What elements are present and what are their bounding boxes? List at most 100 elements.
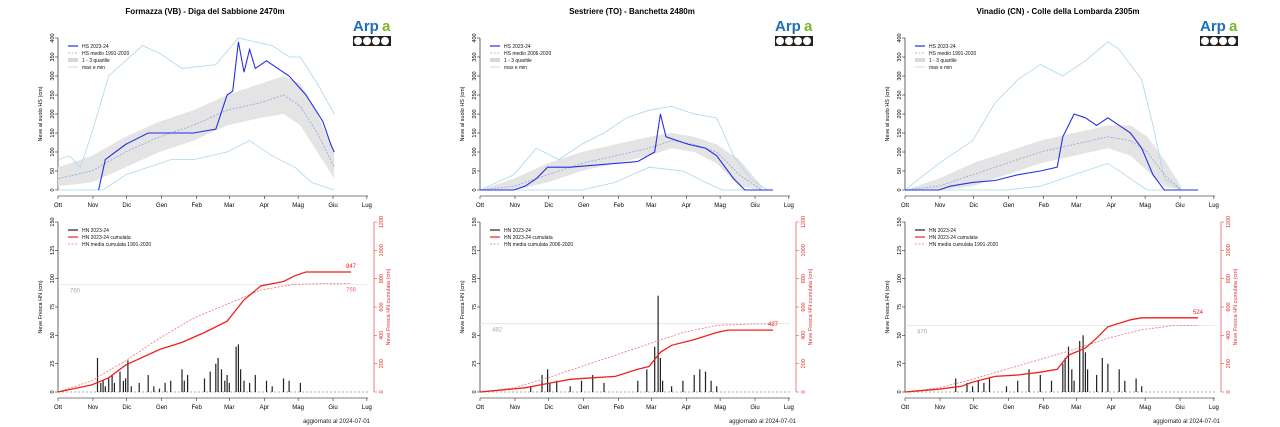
x-tick-label: Feb [613,405,624,411]
hn-bar [1096,375,1098,392]
svg-text:a: a [1229,18,1238,35]
x-tick-label: Gen [1003,203,1014,209]
x-tick-label: Gen [578,203,589,209]
y-tick-label: 250 [472,90,478,99]
x-tick-label: Mar [224,405,234,411]
y2-tick-label: 1000 [1226,244,1232,256]
x-tick-label: Apr [1107,405,1116,411]
min-line [905,162,1182,191]
hn-bar [108,378,110,392]
y-tick-label: 350 [897,52,903,61]
svg-text:a: a [804,18,813,35]
x-tick-label: Dic [122,405,131,411]
y-tick-label: 0 [897,188,903,191]
legend-label: HN 2023-24 cumulata [504,235,553,241]
x-tick-label: Mag [292,405,304,411]
y-tick-label: 200 [897,109,903,118]
y2-axis-title: Neve Fresca HN cumulata (cm) [1233,268,1239,345]
hn-bar [102,380,104,392]
hn-bar [1084,352,1086,392]
x-tick-label: Gen [578,405,589,411]
legend-label: HS medio 2006-2020 [504,51,551,57]
x-tick-label: Nov [510,405,521,411]
y-tick-label: 200 [50,109,56,118]
cum-mean-line [479,323,774,393]
hn-bar [113,382,115,392]
hn-bar [704,371,707,392]
hn-bar [228,382,230,392]
hs-chart: 0 50 100 150 200 250 300 350 400 Ott Nov Dic Gen Feb M… [460,33,794,209]
y-axis-title: Neve al suolo HS (cm) [38,86,44,141]
y2-tick-label: 400 [801,331,807,340]
hn-bar [147,375,149,392]
y-tick-label: 0 [50,188,56,191]
hn-chart: 0 25 50 75 100 125 150 Ott Nov Dic Gen Feb Mar Apr Mag… [885,216,1239,411]
hn-bar [271,386,273,392]
hn-bar [654,346,656,392]
hn-bar [130,386,132,392]
y-tick-label: 100 [472,274,478,283]
cum-current-label: 524 [1193,310,1204,316]
y-tick-label: 50 [472,332,478,338]
hn-bar [203,378,206,392]
cum-mean-line [57,283,352,393]
y-tick-label: 150 [897,217,903,226]
hn-bar [541,375,543,392]
y2-tick-label: 200 [1226,359,1232,368]
hn-bar [716,386,718,392]
hn-bar [111,375,113,392]
hn-bar [226,375,228,392]
y-tick-label: 400 [897,33,903,42]
y-tick-label: 350 [472,52,478,61]
x-tick-label: Dic [969,203,978,209]
y2-tick-label: 600 [379,302,385,311]
y-tick-label: 100 [897,147,903,156]
hn-bar [254,375,256,392]
y-tick-label: 200 [472,109,478,118]
y-tick-label: 400 [50,33,56,42]
hn-bar [1039,375,1041,392]
x-tick-label: Giu [750,203,759,209]
legend-label: HS 2023-24 [929,44,956,50]
hn-bar [1064,358,1066,392]
y-tick-label: 300 [50,71,56,80]
x-tick-label: Apr [260,203,269,209]
y2-tick-label: 200 [801,359,807,368]
hn-bar [217,358,219,392]
max-line [57,37,335,168]
y-tick-label: 50 [897,332,903,338]
hn-bar [122,380,124,392]
legend-label: max e min [929,65,952,71]
svg-text:Arp: Arp [775,18,801,35]
hn-bar [646,369,648,392]
y2-tick-label: 600 [801,302,807,311]
y2-tick-label: 0 [801,390,807,393]
x-tick-label: Giu [1175,405,1184,411]
hn-bar [299,382,301,392]
y2-tick-label: 0 [1226,390,1232,393]
hn-bar [138,382,140,392]
x-tick-label: Ott [901,203,909,209]
current-line [480,113,774,191]
hn-bar [556,380,558,392]
cum-current-line [904,317,1199,393]
legend-label: HN 2023-24 [82,228,109,234]
x-tick-label: Dic [122,203,131,209]
legend-label: HS 2023-24 [504,44,531,50]
hn-bar [1118,369,1120,392]
y-tick-label: 150 [472,128,478,137]
hn-bar [249,382,251,392]
hn-bar [1050,380,1053,392]
hn-chart: 0 25 50 75 100 125 150 Ott Nov Dic Gen Feb Mar Apr Mag… [460,216,814,411]
x-tick-label: Lug [362,203,372,209]
x-tick-label: Mag [1139,203,1151,209]
hn-bar [637,380,639,392]
legend-label: HS 2023-24 [82,44,109,50]
y-tick-label: 100 [50,274,56,283]
hn-bar [125,378,127,392]
y2-tick-label: 1200 [1226,216,1232,228]
hn-bar [96,358,99,392]
y2-tick-label: 400 [1226,331,1232,340]
y-tick-label: 0 [472,188,478,191]
logo-arpa: Arp a [775,18,813,46]
